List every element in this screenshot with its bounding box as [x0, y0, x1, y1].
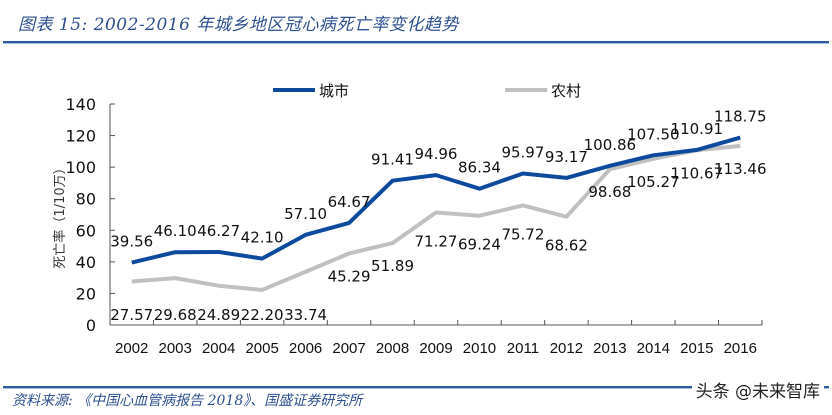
x-tick-label: 2007 [332, 340, 365, 357]
x-tick-label: 2010 [463, 340, 496, 357]
data-label: 113.46 [714, 160, 767, 178]
footer-divider [3, 386, 829, 389]
data-label: 42.10 [241, 229, 284, 247]
y-axis-label: 死亡率（1/10万） [52, 161, 68, 268]
x-tick-label: 2006 [289, 340, 322, 357]
data-label: 57.10 [284, 205, 327, 223]
data-label: 86.34 [458, 159, 501, 177]
y-tick-label: 0 [86, 316, 96, 335]
y-tick-label: 20 [76, 284, 96, 303]
x-tick-label: 2003 [159, 340, 192, 357]
series-line-rural [131, 143, 741, 292]
x-tick-label: 2015 [680, 340, 713, 357]
data-label: 105.27 [627, 173, 680, 191]
y-tick-label: 140 [65, 95, 96, 114]
data-label: 22.20 [241, 306, 284, 324]
x-tick-label: 2014 [637, 340, 670, 357]
data-label: 75.72 [501, 225, 544, 243]
x-tick-label: 2009 [419, 340, 452, 357]
y-tick-label: 80 [76, 190, 96, 209]
x-tick-label: 2011 [507, 340, 539, 357]
data-label: 33.74 [284, 306, 327, 324]
y-tick-label: 120 [65, 127, 96, 146]
x-tick-label: 2002 [115, 340, 148, 357]
chart-title: 图表 15: 2002-2016 年城乡地区冠心病死亡率变化趋势 [18, 15, 459, 35]
series-line-city [131, 135, 741, 265]
data-label: 46.27 [197, 222, 240, 240]
data-label: 93.17 [545, 148, 588, 166]
line-chart: 0 20 40 60 80 100 120 140 2002 2003 2004 2005 2006 20… [52, 82, 767, 357]
data-label: 46.10 [154, 222, 197, 240]
data-label: 68.62 [545, 237, 588, 255]
legend-label-rural: 农村 [551, 82, 581, 100]
data-label: 95.97 [501, 144, 544, 162]
data-label: 64.67 [328, 193, 371, 211]
data-label: 100.86 [584, 136, 637, 154]
data-label: 94.96 [415, 145, 458, 163]
x-tick-label: 2016 [724, 340, 757, 357]
y-tick-label: 100 [65, 158, 96, 177]
legend-label-city: 城市 [319, 82, 349, 100]
data-label: 39.56 [110, 233, 153, 251]
x-tick-label: 2012 [550, 340, 583, 357]
data-label: 110.91 [671, 120, 724, 138]
data-label: 27.57 [110, 306, 153, 324]
watermark: 头条 @未来智库 [691, 377, 824, 402]
y-tick-label: 40 [76, 253, 96, 272]
source-note: 资料来源: 《中国心血管病报告 2018》、国盛证券研究所 [12, 393, 363, 409]
title-divider [3, 41, 829, 44]
data-label: 45.29 [328, 268, 371, 286]
y-tick-label: 60 [76, 221, 96, 240]
data-label: 98.68 [588, 183, 631, 201]
data-label: 51.89 [371, 257, 414, 275]
data-label: 118.75 [714, 108, 767, 126]
data-label: 69.24 [458, 236, 501, 254]
x-tick-label: 2004 [202, 340, 235, 357]
data-label: 24.89 [197, 306, 240, 324]
data-label: 71.27 [415, 232, 458, 250]
data-label: 29.68 [154, 306, 197, 324]
x-tick-label: 2005 [245, 340, 278, 357]
x-tick-label: 2008 [376, 340, 409, 357]
data-label: 110.67 [671, 164, 724, 182]
x-tick-label: 2013 [593, 340, 626, 357]
data-label: 107.50 [627, 125, 680, 143]
data-label: 91.41 [371, 151, 414, 169]
